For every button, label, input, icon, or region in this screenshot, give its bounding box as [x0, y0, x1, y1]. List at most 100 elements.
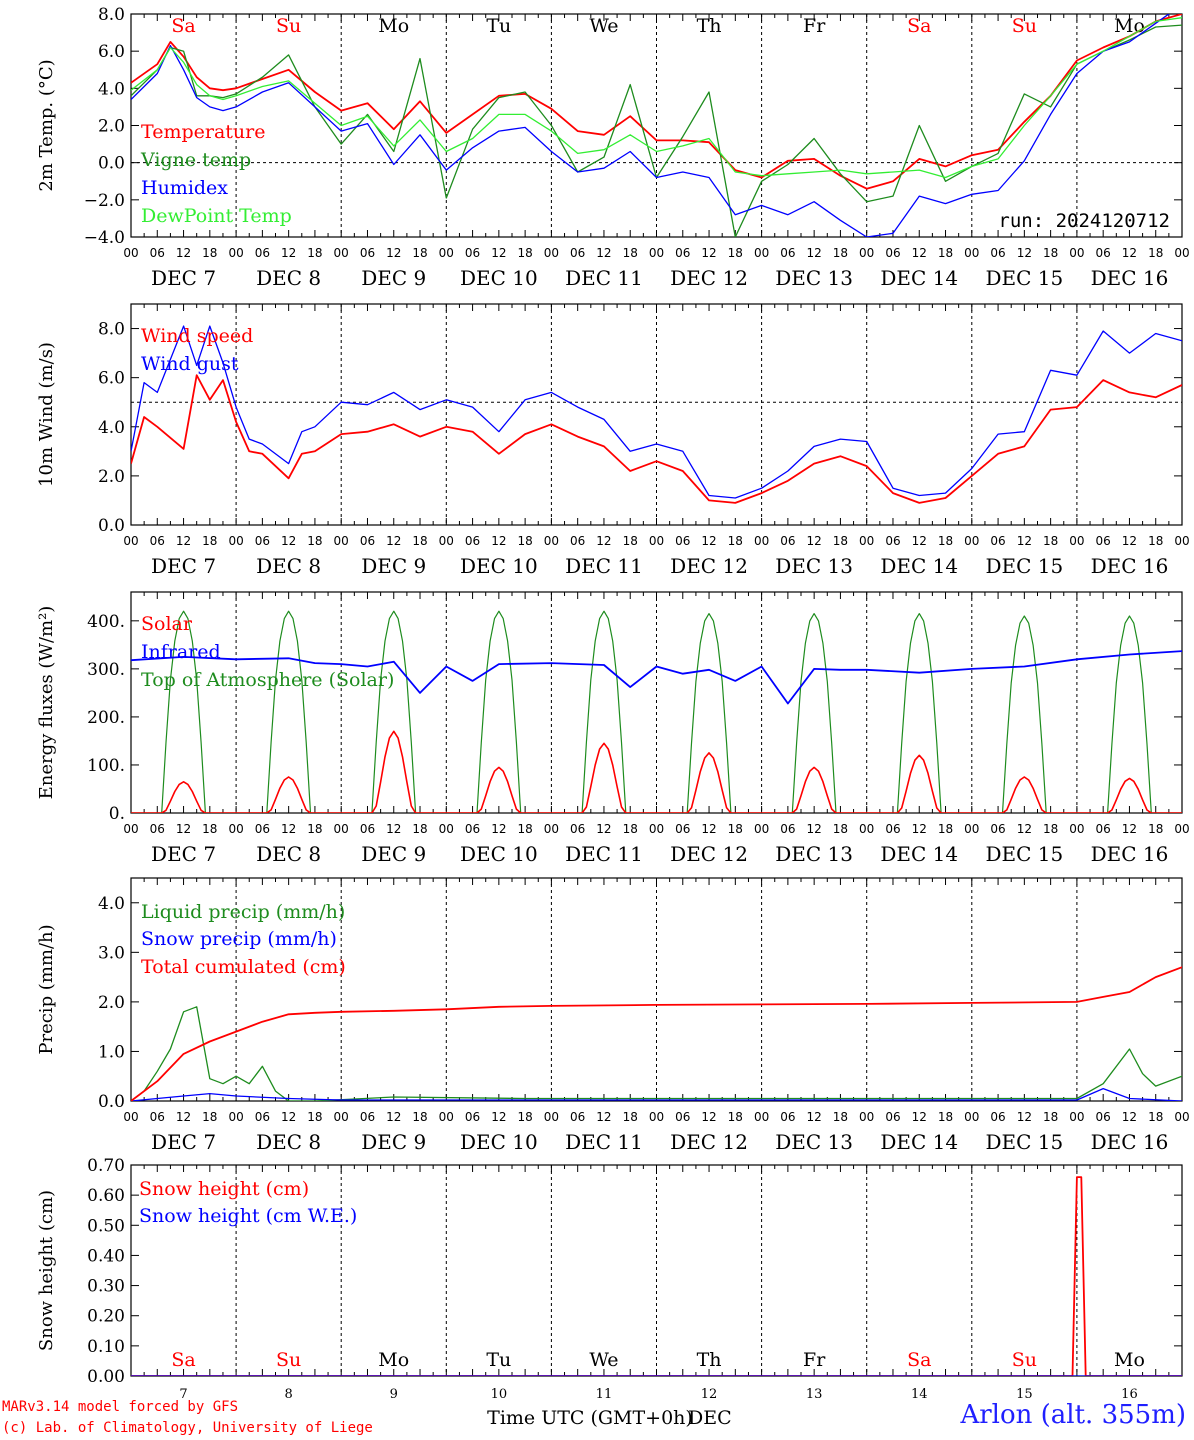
- y-tick-label: 0.0: [98, 516, 125, 536]
- weekday-label: Sa: [171, 15, 195, 37]
- y-tick-label: 300.: [87, 660, 125, 680]
- weekday-label: Su: [276, 15, 301, 37]
- day-label: DEC 8: [256, 1130, 321, 1154]
- hour-tick-label: 12: [1122, 1110, 1137, 1124]
- hour-tick-label: 18: [1148, 534, 1163, 548]
- day-label: DEC 16: [1091, 266, 1169, 290]
- hour-tick-label: 18: [1148, 822, 1163, 836]
- hour-tick-label: 06: [885, 822, 900, 836]
- hour-tick-label: 18: [1148, 1110, 1163, 1124]
- hour-tick-label: 00: [544, 822, 559, 836]
- hour-tick-label: 18: [202, 534, 217, 548]
- plot-area: [131, 966, 1182, 1101]
- hour-tick-label: 00: [123, 534, 138, 548]
- hour-tick-label: 18: [1043, 822, 1058, 836]
- day-label: DEC 13: [775, 266, 853, 290]
- day-label: DEC 14: [880, 266, 958, 290]
- hour-tick-label: 18: [833, 822, 848, 836]
- day-label: DEC 9: [361, 554, 426, 578]
- day-label: DEC 15: [985, 1130, 1063, 1154]
- hour-tick-label: 12: [491, 1110, 506, 1124]
- weekday-label: Fr: [803, 1349, 826, 1371]
- lab-credit: (c) Lab. of Climatology, University of L…: [2, 1420, 373, 1436]
- day-label: DEC 12: [670, 266, 748, 290]
- hour-tick-label: 12: [701, 1110, 716, 1124]
- weekday-label: Th: [697, 15, 722, 37]
- hour-tick-label: 18: [938, 534, 953, 548]
- legend-entry: Snow height (cm): [139, 1178, 309, 1200]
- y-tick-label: 6.0: [98, 369, 125, 389]
- legend-entry: Liquid precip (mm/h): [141, 901, 345, 923]
- day-label: DEC 11: [565, 1130, 643, 1154]
- hour-tick-label: 06: [780, 534, 795, 548]
- day-number-label: 16: [1121, 1387, 1138, 1402]
- model-credit: MARv3.14 model forced by GFS: [2, 1399, 239, 1415]
- hour-tick-label: 06: [675, 822, 690, 836]
- hour-tick-label: 12: [176, 246, 191, 260]
- hour-tick-label: 06: [150, 246, 165, 260]
- hour-tick-label: 18: [833, 534, 848, 548]
- day-label: DEC 8: [256, 554, 321, 578]
- plot-area: [131, 325, 1182, 504]
- hour-tick-label: 12: [281, 1110, 296, 1124]
- hour-tick-label: 06: [360, 246, 375, 260]
- day-label: DEC 16: [1091, 1130, 1169, 1154]
- hour-tick-label: 12: [1017, 1110, 1032, 1124]
- hour-tick-label: 18: [728, 246, 743, 260]
- hour-tick-label: 00: [649, 1110, 664, 1124]
- hour-tick-label: 06: [255, 246, 270, 260]
- hour-tick-label: 06: [780, 1110, 795, 1124]
- hour-tick-label: 06: [675, 246, 690, 260]
- weekday-label: Tu: [486, 15, 511, 37]
- hour-tick-label: 18: [833, 246, 848, 260]
- weekday-label: Sa: [171, 1349, 195, 1371]
- hour-tick-label: 00: [754, 246, 769, 260]
- hour-tick-label: 00: [334, 246, 349, 260]
- hour-tick-label: 18: [307, 1110, 322, 1124]
- hour-tick-label: 06: [255, 822, 270, 836]
- plot-area: [131, 610, 1182, 813]
- hour-tick-label: 06: [570, 1110, 585, 1124]
- day-number-label: 12: [701, 1387, 718, 1402]
- legend-entry: Snow precip (mm/h): [141, 928, 337, 950]
- chart-panel-3: 400. 300. 200. 100. 0. Energy fluxes (W/m²) 00…: [36, 591, 1190, 866]
- series-line-liquid-precip-mm-h-: [131, 1006, 1182, 1101]
- y-tick-label: 0.10: [87, 1337, 125, 1357]
- hour-tick-label: 12: [386, 1110, 401, 1124]
- hour-tick-label: 00: [123, 246, 138, 260]
- hour-tick-label: 18: [412, 246, 427, 260]
- hour-tick-label: 06: [570, 534, 585, 548]
- hour-tick-label: 06: [570, 246, 585, 260]
- time-axis-label: Time UTC (GMT+0h): [487, 1407, 693, 1429]
- hour-tick-label: 12: [596, 822, 611, 836]
- hour-tick-label: 00: [439, 534, 454, 548]
- hour-tick-label: 00: [1069, 246, 1084, 260]
- day-number-label: 7: [179, 1387, 187, 1402]
- hour-tick-label: 00: [228, 246, 243, 260]
- hour-tick-label: 12: [281, 534, 296, 548]
- hour-tick-label: 00: [1174, 534, 1189, 548]
- weekday-label: Sa: [907, 1349, 931, 1371]
- hour-tick-label: 06: [150, 534, 165, 548]
- month-axis-label: DEC: [688, 1407, 732, 1429]
- hour-tick-label: 06: [990, 534, 1005, 548]
- hour-tick-label: 18: [623, 534, 638, 548]
- y-tick-label: −4.0: [84, 228, 125, 248]
- hour-tick-label: 12: [807, 246, 822, 260]
- hour-tick-label: 18: [412, 534, 427, 548]
- legend-entry: Wind speed: [141, 325, 253, 347]
- hour-tick-label: 06: [1096, 1110, 1111, 1124]
- hour-tick-label: 18: [307, 822, 322, 836]
- station-name: Arlon (alt. 355m): [960, 1400, 1186, 1430]
- hour-tick-label: 00: [1174, 822, 1189, 836]
- hour-tick-label: 00: [859, 1110, 874, 1124]
- hour-tick-label: 12: [807, 1110, 822, 1124]
- y-axis-label: Energy fluxes (W/m²): [36, 606, 57, 800]
- hour-tick-label: 06: [990, 822, 1005, 836]
- day-label: DEC 11: [565, 842, 643, 866]
- y-tick-label: 400.: [87, 612, 125, 632]
- hour-tick-label: 18: [1043, 1110, 1058, 1124]
- hour-tick-label: 06: [1096, 534, 1111, 548]
- day-label: DEC 16: [1091, 554, 1169, 578]
- hour-tick-label: 00: [754, 1110, 769, 1124]
